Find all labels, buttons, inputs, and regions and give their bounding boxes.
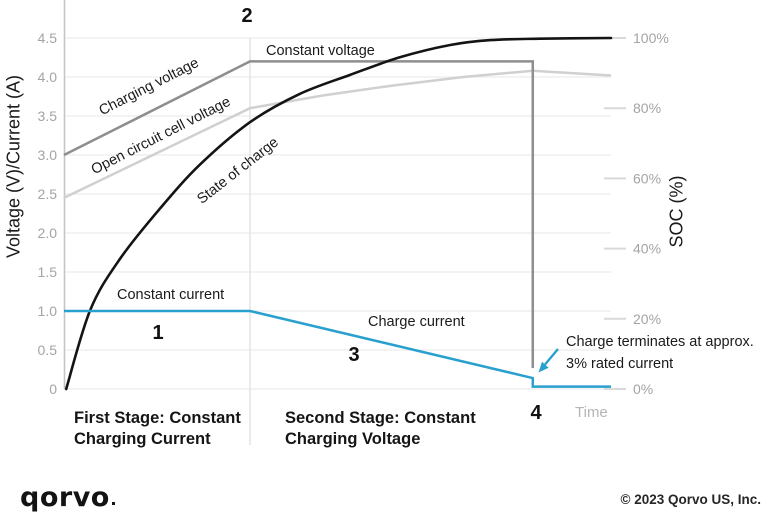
- y-left-tick-label: 3.0: [38, 147, 58, 163]
- caption-second-stage: Second Stage: Constant Charging Voltage: [285, 409, 476, 449]
- terminate-arrow-icon: [538, 361, 549, 373]
- label-charge-current: Charge current: [368, 314, 465, 330]
- y-left-tick-label: 2.0: [38, 225, 58, 241]
- label-constant-voltage: Constant voltage: [266, 43, 375, 59]
- y-left-tick-label: 0.5: [38, 342, 58, 358]
- y-right-tick-label: 40%: [633, 241, 661, 257]
- series-line-state-of-charge: [64, 36, 613, 391]
- qorvo-logo: qorvo: [20, 482, 115, 513]
- y-left-tick-label: 3.5: [38, 108, 58, 124]
- copyright-text: © 2023 Qorvo US, Inc.: [620, 492, 762, 507]
- y-left-tick-label: 0: [49, 381, 57, 397]
- label-constant-current: Constant current: [117, 287, 225, 303]
- y-right-tick-label: 60%: [633, 170, 661, 186]
- y-left-tick-label: 4.0: [38, 69, 58, 85]
- y-right-tick-label: 80%: [633, 100, 661, 116]
- marker-stage-4: 4: [530, 402, 542, 424]
- marker-stage-3: 3: [348, 344, 360, 366]
- marker-stage-2: 2: [241, 5, 253, 27]
- y-left-tick-label: 4.5: [38, 30, 58, 46]
- qorvo-logo-text: qorvo: [20, 482, 110, 513]
- y-left-tick-label: 1.5: [38, 264, 58, 280]
- series-line-charge-current: [64, 309, 611, 388]
- y-right-tick-label: 0%: [633, 381, 653, 397]
- marker-stage-1: 1: [152, 322, 164, 344]
- y-right-tick-label: 100%: [633, 30, 669, 46]
- y-axis-label-right: SOC (%): [666, 175, 687, 248]
- terminate-arrow-shaft: [544, 348, 559, 366]
- y-right-tick-label: 20%: [633, 311, 661, 327]
- y-axis-label-left: Voltage (V)/Current (A): [3, 74, 24, 259]
- series-line-charging-voltage: [63, 60, 535, 368]
- y-left-tick-label: 1.0: [38, 303, 58, 319]
- logo-registered-dot: [111, 502, 115, 505]
- caption-first-stage: First Stage: Constant Charging Current: [74, 409, 241, 449]
- x-axis-label-time: Time: [575, 404, 608, 421]
- note-charge-terminates: Charge terminates at approx. 3% rated cu…: [566, 334, 754, 372]
- y-left-tick-label: 2.5: [38, 186, 58, 202]
